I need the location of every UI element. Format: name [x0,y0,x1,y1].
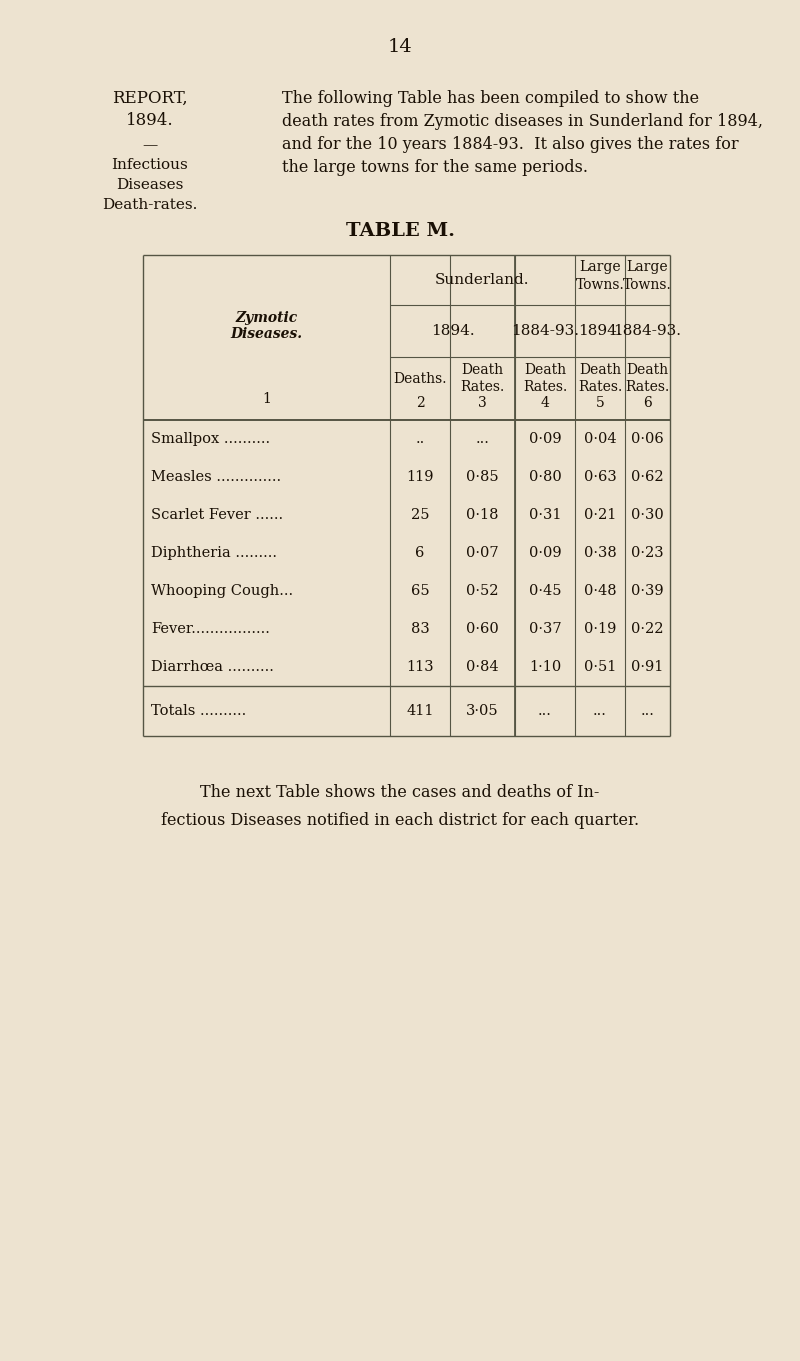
Text: fectious Diseases notified in each district for each quarter.: fectious Diseases notified in each distr… [161,813,639,829]
Text: Diseases.: Diseases. [230,327,302,340]
Text: Diarrhœa ..........: Diarrhœa .......... [151,660,274,674]
Text: 0·19: 0·19 [584,622,616,636]
Text: 0·23: 0·23 [631,546,664,559]
Text: 1884-93.: 1884-93. [614,324,682,338]
Text: 0·31: 0·31 [529,508,562,523]
Text: 0·06: 0·06 [631,431,664,446]
Text: The following Table has been compiled to show the: The following Table has been compiled to… [282,90,699,108]
Text: 0·21: 0·21 [584,508,616,523]
Text: Zymotic: Zymotic [235,310,298,324]
Text: 0·37: 0·37 [529,622,562,636]
Text: 119: 119 [406,470,434,485]
Text: 4: 4 [541,396,550,410]
Text: The next Table shows the cases and deaths of In-: The next Table shows the cases and death… [200,784,600,802]
Text: ...: ... [538,704,552,719]
Text: TABLE M.: TABLE M. [346,222,454,240]
Text: 0·60: 0·60 [466,622,499,636]
Text: 0·62: 0·62 [631,470,664,485]
Text: ...: ... [593,704,607,719]
Text: 1·10: 1·10 [529,660,561,674]
Text: death rates from Zymotic diseases in Sunderland for 1894,: death rates from Zymotic diseases in Sun… [282,113,763,131]
Text: 0·18: 0·18 [466,508,498,523]
Text: 0·39: 0·39 [631,584,664,597]
Text: 0·22: 0·22 [631,622,664,636]
Text: 6: 6 [643,396,652,410]
Text: REPORT,: REPORT, [112,90,188,108]
Text: 1: 1 [262,392,271,406]
Text: 411: 411 [406,704,434,719]
Text: Measles ..............: Measles .............. [151,470,281,485]
Text: Large
Towns.: Large Towns. [576,260,624,291]
Text: 1894.: 1894. [126,112,174,129]
Text: 3: 3 [478,396,487,410]
Text: 5: 5 [596,396,604,410]
Text: 0·30: 0·30 [631,508,664,523]
Text: Sunderland.: Sunderland. [435,274,530,287]
Text: 0·07: 0·07 [466,546,499,559]
Text: Large
Towns.: Large Towns. [623,260,672,291]
Text: 0·45: 0·45 [529,584,562,597]
Text: 6: 6 [415,546,425,559]
Text: Smallpox ..........: Smallpox .......... [151,431,270,446]
Text: Death
Rates.: Death Rates. [578,363,622,393]
Text: ...: ... [641,704,654,719]
Text: 83: 83 [410,622,430,636]
Text: 0·09: 0·09 [529,431,562,446]
Text: 0·85: 0·85 [466,470,499,485]
Text: Diphtheria .........: Diphtheria ......... [151,546,277,559]
Text: ...: ... [475,431,490,446]
Text: 0·63: 0·63 [584,470,616,485]
Text: Totals ..........: Totals .......... [151,704,246,719]
Text: the large towns for the same periods.: the large towns for the same periods. [282,159,588,176]
Text: 25: 25 [410,508,430,523]
Text: 14: 14 [388,38,412,56]
Text: 0·09: 0·09 [529,546,562,559]
Text: 2: 2 [416,396,424,410]
Text: 0·51: 0·51 [584,660,616,674]
Text: Death
Rates.: Death Rates. [626,363,670,393]
Text: 65: 65 [410,584,430,597]
Text: Fever.................: Fever................. [151,622,270,636]
Text: —: — [142,137,158,152]
Text: 1894.: 1894. [578,324,622,338]
Text: Infectious: Infectious [112,158,188,171]
Text: 113: 113 [406,660,434,674]
Text: and for the 10 years 1884-93.  It also gives the rates for: and for the 10 years 1884-93. It also gi… [282,136,738,152]
Text: Death
Rates.: Death Rates. [523,363,567,393]
Text: 0·04: 0·04 [584,431,616,446]
Text: Deaths.: Deaths. [394,372,446,385]
Text: ..: .. [415,431,425,446]
Text: 1894.: 1894. [430,324,474,338]
Text: 0·84: 0·84 [466,660,499,674]
Text: Death
Rates.: Death Rates. [460,363,505,393]
Text: 1884-93.: 1884-93. [511,324,579,338]
Text: 0·91: 0·91 [631,660,664,674]
Text: 0·80: 0·80 [529,470,562,485]
Text: 0·38: 0·38 [584,546,616,559]
Text: 0·48: 0·48 [584,584,616,597]
Text: Death-rates.: Death-rates. [102,197,198,212]
Text: Scarlet Fever ......: Scarlet Fever ...... [151,508,283,523]
Text: Whooping Cough...: Whooping Cough... [151,584,293,597]
Text: 3·05: 3·05 [466,704,499,719]
Text: Diseases: Diseases [116,178,184,192]
Text: 0·52: 0·52 [466,584,498,597]
